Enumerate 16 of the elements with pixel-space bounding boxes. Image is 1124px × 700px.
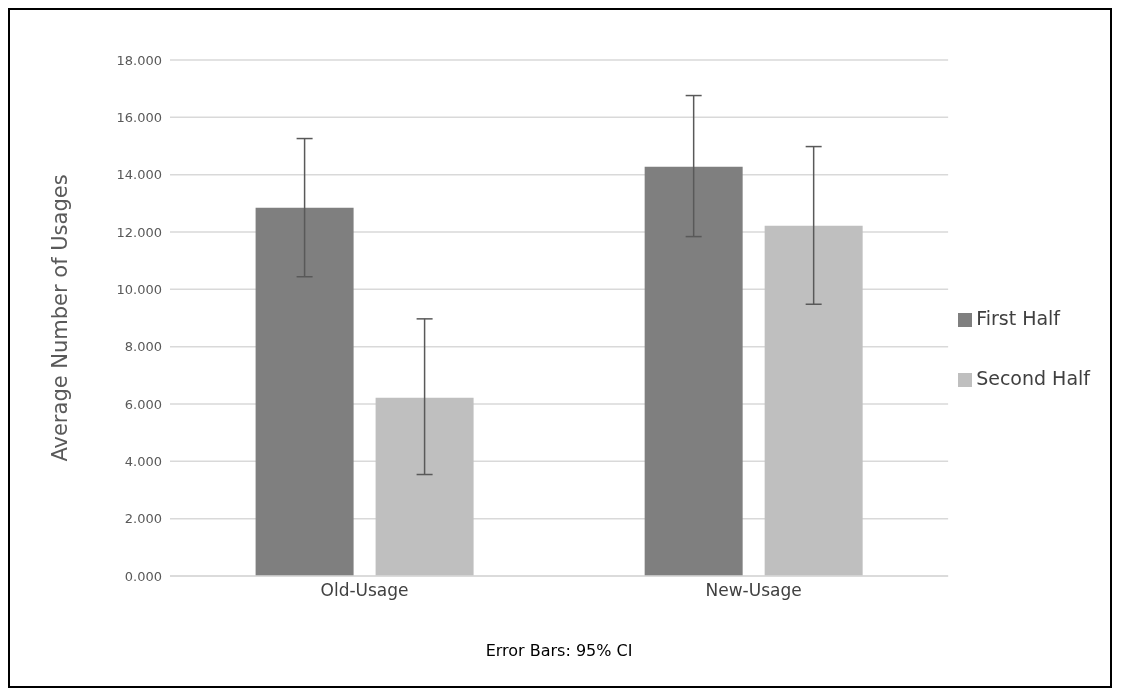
y-tick-label: 10.000 <box>116 281 162 297</box>
legend-label: Second Half <box>976 367 1090 389</box>
y-axis-title: Average Number of Usages <box>48 174 73 462</box>
y-tick-label: 8.000 <box>124 339 162 355</box>
y-tick-label: 14.000 <box>116 167 162 183</box>
y-tick-label: 2.000 <box>124 511 162 527</box>
x-axis-title: Error Bars: 95% CI <box>485 641 633 660</box>
y-tick-label: 12.000 <box>116 224 162 240</box>
x-tick-label: New-Usage <box>705 580 802 601</box>
y-tick-label: 0.000 <box>124 568 162 584</box>
y-tick-label: 16.000 <box>116 109 162 125</box>
legend-label: First Half <box>976 307 1061 329</box>
y-tick-label: 18.000 <box>116 52 162 68</box>
y-tick-label: 6.000 <box>124 396 162 412</box>
y-tick-label: 4.000 <box>124 453 162 469</box>
x-tick-label: Old-Usage <box>320 580 409 601</box>
